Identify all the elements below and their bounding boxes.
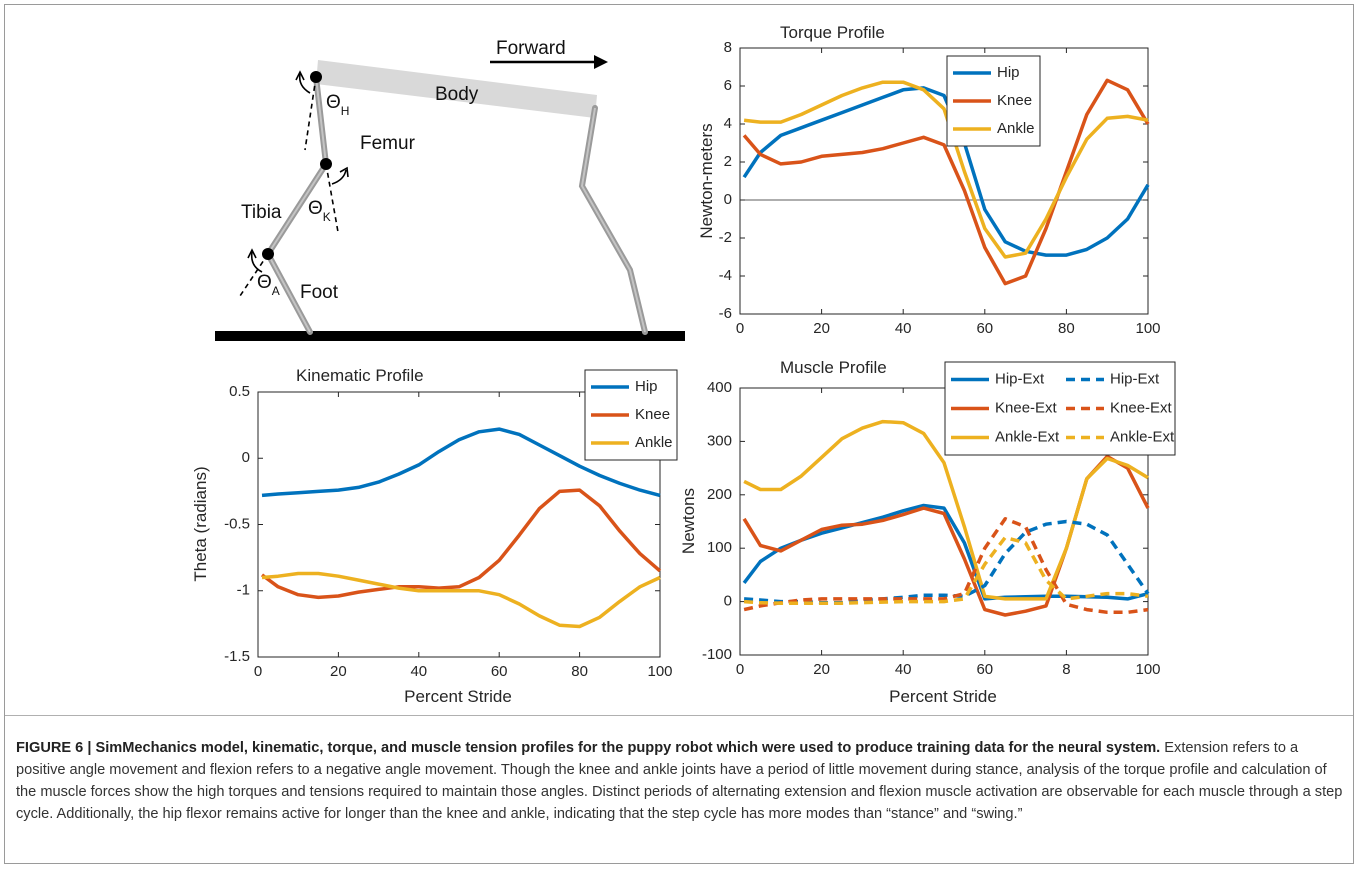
y-axis-label: Newtons [679, 488, 698, 554]
legend-label: Knee [635, 406, 670, 423]
y-tick-label: -0.5 [224, 515, 250, 532]
x-tick-label: 0 [736, 320, 744, 337]
angle-symbol: Θ [257, 272, 272, 293]
x-tick-label: 20 [813, 320, 830, 337]
x-tick-label: 100 [647, 663, 672, 680]
x-tick-label: 0 [254, 663, 262, 680]
part-label: Body [435, 84, 479, 105]
y-axis-label: Theta (radians) [191, 466, 210, 581]
series-line [743, 80, 1149, 259]
x-tick-label: 80 [571, 663, 588, 680]
angle-subscript: A [272, 284, 280, 298]
y-tick-label: -100 [702, 646, 732, 663]
x-tick-label: 40 [895, 661, 912, 678]
x-tick-label: 0 [736, 661, 744, 678]
body-segment [316, 60, 597, 118]
legend-label: Hip [635, 378, 658, 395]
y-tick-label: 2 [724, 153, 732, 170]
y-tick-label: 200 [707, 486, 732, 503]
legend-label: Hip-Ext [995, 370, 1045, 387]
angle-label: ΘA [257, 272, 280, 298]
legend-label: Ankle [635, 434, 673, 451]
x-tick-label: 60 [976, 320, 993, 337]
y-tick-label: -1 [237, 582, 250, 599]
x-axis-label: Percent Stride [404, 687, 512, 706]
legend-label: Knee-Ext [995, 399, 1058, 416]
plot-area [739, 47, 1149, 315]
line-chart: 0 20 40 60 80 100 -6 -4 -2 0 2 4 6 8 Torque Profile New… [697, 23, 1161, 337]
x-tick-label: 60 [491, 663, 508, 680]
line-chart: 0 20 40 60 80 100 -1.5 -1 -0.5 0 0.5 Kinematic Prof… [191, 366, 678, 706]
angle-arrows [247, 70, 349, 273]
y-tick-label: 0 [242, 449, 250, 466]
caption-rule [5, 715, 1353, 716]
y-tick-label: -6 [719, 305, 732, 322]
legend-label: Knee [997, 92, 1032, 109]
legend-label: Ankle-Ext [1110, 428, 1175, 445]
figure-frame [4, 4, 1354, 864]
y-tick-label: -4 [719, 267, 732, 284]
series-line [743, 517, 1149, 615]
y-tick-label: 100 [707, 539, 732, 556]
y-tick-label: 0 [724, 191, 732, 208]
chart-title: Torque Profile [780, 23, 885, 42]
angle-symbol: Θ [308, 198, 323, 219]
part-label: Tibia [241, 202, 282, 223]
y-tick-label: 4 [724, 115, 732, 132]
angle-label: ΘK [308, 198, 331, 224]
legend-label: Ankle [997, 120, 1035, 137]
y-tick-label: 8 [724, 39, 732, 56]
chart-title: Muscle Profile [780, 358, 887, 377]
angle-subscript: K [323, 210, 331, 224]
part-label: Foot [300, 282, 339, 303]
x-tick-label: 40 [895, 320, 912, 337]
y-tick-label: -2 [719, 229, 732, 246]
series-line [260, 488, 662, 600]
y-tick-label: -1.5 [224, 648, 250, 665]
y-tick-label: 6 [724, 77, 732, 94]
x-tick-label: 80 [1058, 320, 1075, 337]
chart-title: Kinematic Profile [296, 366, 424, 385]
x-tick-label: 40 [410, 663, 427, 680]
reference-lines [239, 76, 339, 297]
legend-label: Ankle-Ext [995, 428, 1060, 445]
legend-label: Hip [997, 64, 1020, 81]
direction-label: Forward [496, 38, 566, 59]
caption-lead: FIGURE 6 | SimMechanics model, kinematic… [16, 740, 1161, 756]
y-tick-label: 300 [707, 432, 732, 449]
legend-label: Hip-Ext [1110, 370, 1160, 387]
x-tick-label: 20 [330, 663, 347, 680]
x-tick-label: 8 [1062, 661, 1070, 678]
angle-symbol: Θ [326, 92, 341, 113]
x-axis-label: Percent Stride [889, 687, 997, 706]
x-tick-label: 100 [1135, 320, 1160, 337]
caption: FIGURE 6 | SimMechanics model, kinematic… [16, 737, 1346, 825]
figure: Forward Body Femur Tibia Foot ΘH ΘK ΘA 0… [191, 23, 1176, 706]
angle-label: ΘH [326, 92, 349, 118]
caption-body: Extension refers to a positive angle mov… [16, 740, 1343, 822]
y-tick-label: 400 [707, 379, 732, 396]
angle-subscript: H [341, 104, 350, 118]
series-line [261, 427, 661, 498]
series-line [742, 78, 1150, 286]
y-tick-label: 0.5 [229, 383, 250, 400]
y-tick-label: 0 [724, 593, 732, 610]
ground [215, 331, 685, 341]
series-line [743, 535, 1149, 605]
part-label: Femur [360, 133, 416, 154]
forward-arrow-head [594, 55, 608, 69]
legend-label: Knee-Ext [1110, 399, 1173, 416]
x-tick-label: 60 [976, 661, 993, 678]
series-line [743, 419, 1149, 601]
series-line [261, 571, 661, 629]
x-tick-label: 20 [813, 661, 830, 678]
x-tick-label: 100 [1135, 661, 1160, 678]
series-line [742, 86, 1150, 257]
y-axis-label: Newton-meters [697, 123, 716, 238]
